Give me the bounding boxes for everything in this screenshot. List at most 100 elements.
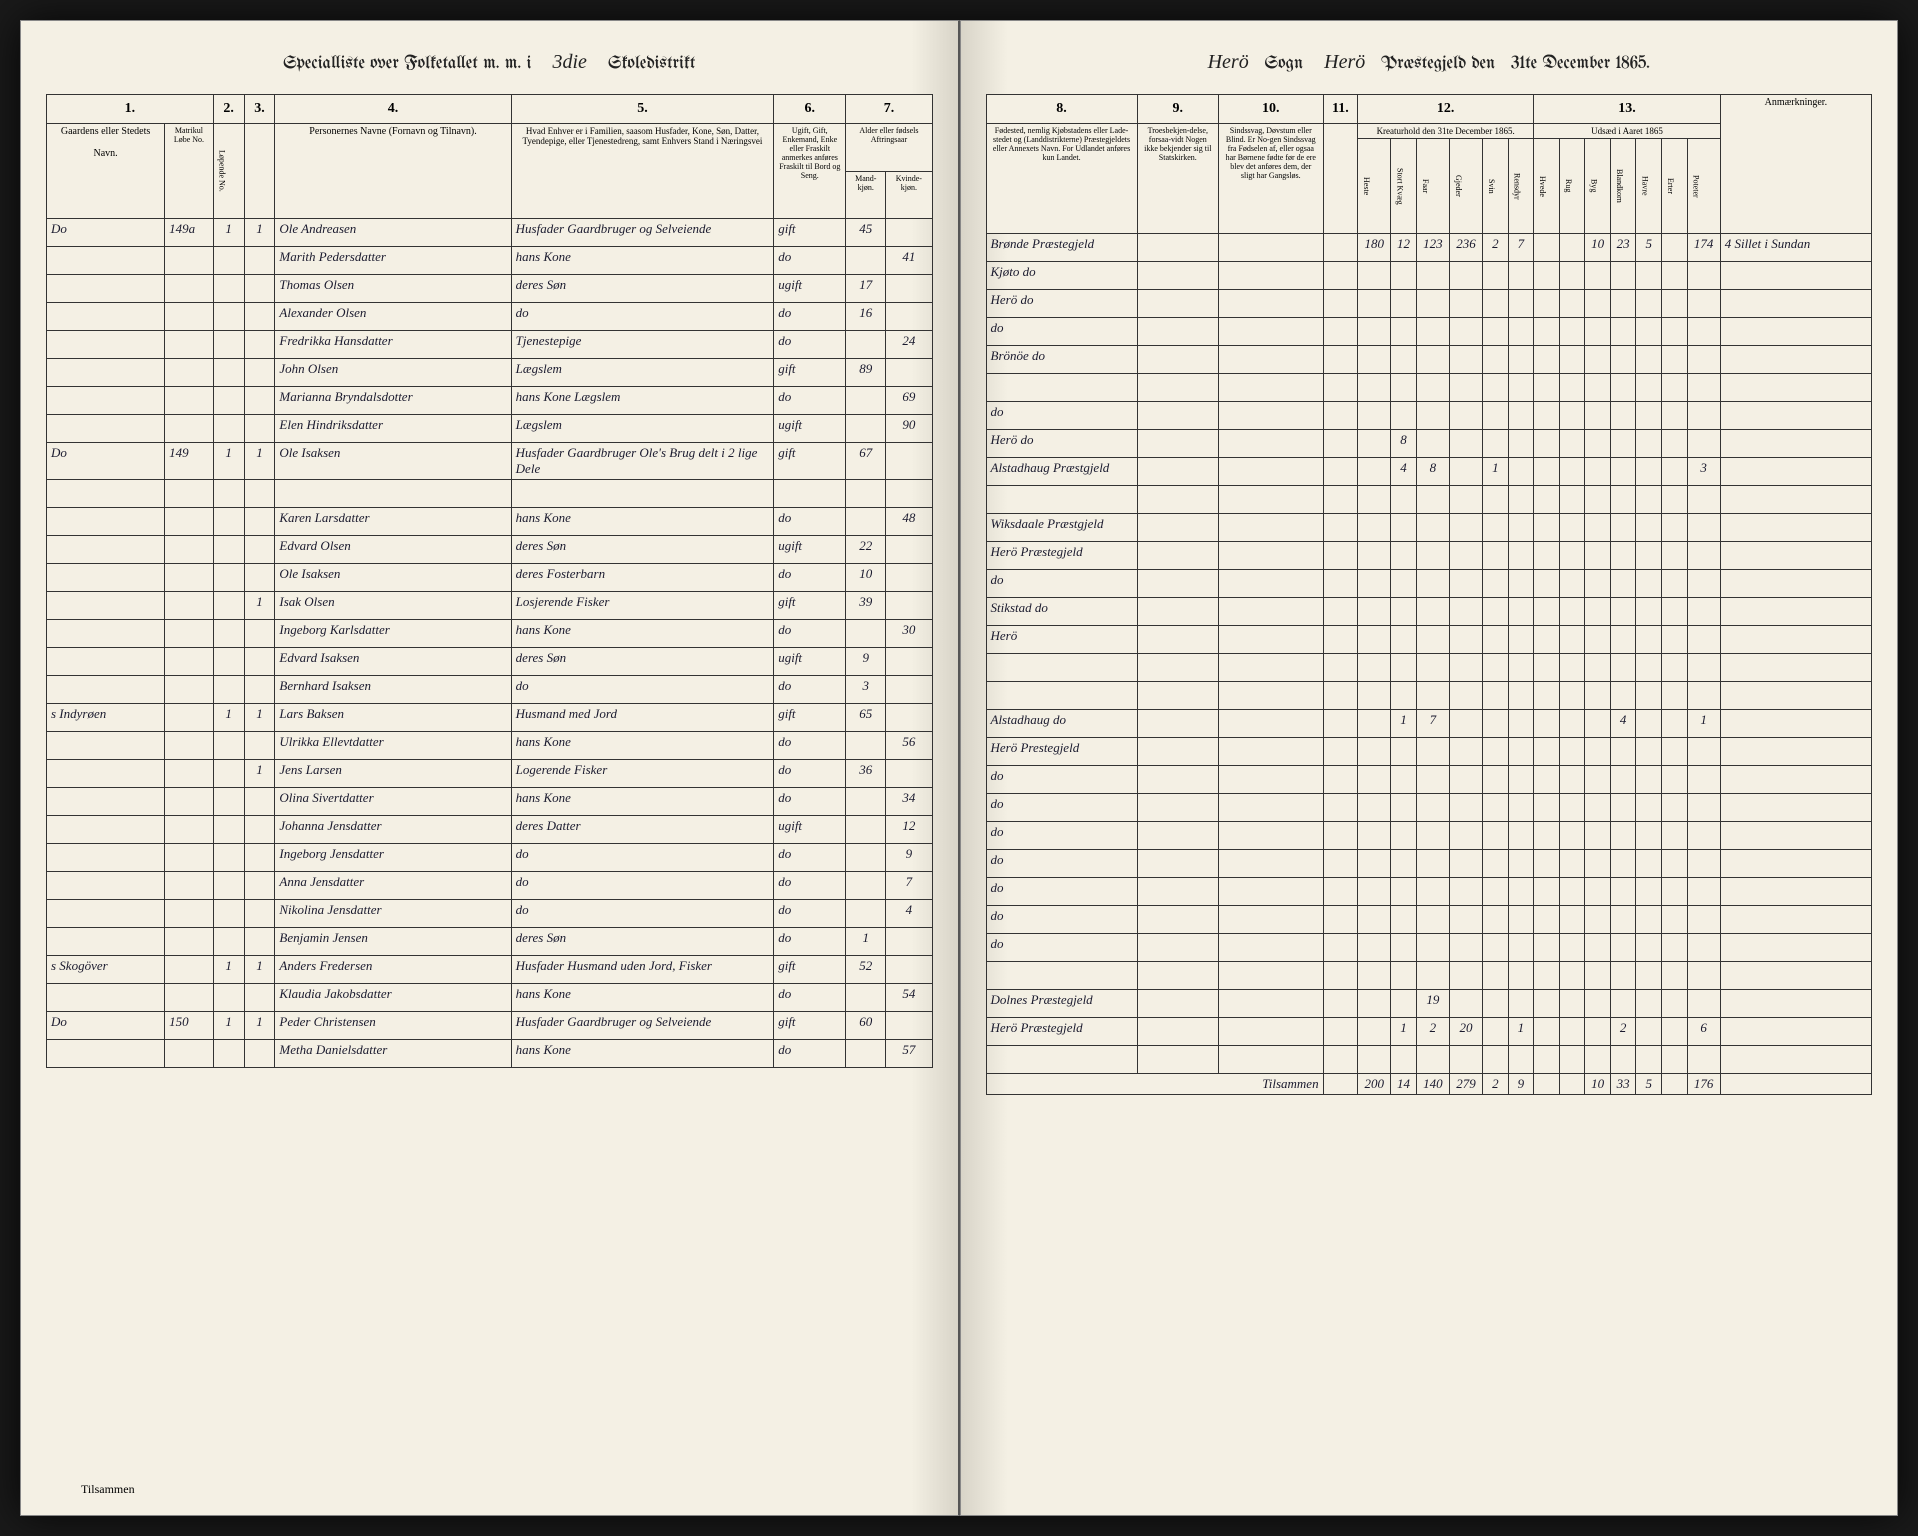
rug-cell [1559, 1018, 1585, 1046]
place-cell [47, 1040, 165, 1068]
faith-cell [1137, 822, 1218, 850]
byg-cell [1585, 290, 1611, 318]
place-cell [47, 760, 165, 788]
havre-cell [1636, 766, 1662, 794]
table-row: Edvard Olsen deres Søn ugift 22 [47, 536, 933, 564]
age-f-cell [886, 480, 932, 508]
name-cell: Ulrikka Ellevtdatter [275, 732, 511, 760]
disability-cell [1218, 822, 1323, 850]
name-cell: Lars Baksen [275, 704, 511, 732]
right-table: 8. 9. 10. 11. 12. 13. Anmærkninger. Føde… [986, 94, 1873, 1095]
census-book: Specialliste over Folketallet m. m. i 3d… [20, 20, 1898, 1516]
notes-cell [1720, 430, 1871, 458]
erter-cell [1662, 710, 1688, 738]
rug-cell [1559, 878, 1585, 906]
birthplace-cell: Kjøto do [986, 262, 1137, 290]
rug-cell [1559, 458, 1585, 486]
name-cell: Ole Isaksen [275, 564, 511, 592]
svin-cell [1483, 514, 1509, 542]
role-cell: hans Kone [511, 788, 774, 816]
name-cell: Fredrikka Hansdatter [275, 331, 511, 359]
age-f-cell [886, 928, 932, 956]
role-cell: hans Kone [511, 984, 774, 1012]
disability-cell [1218, 486, 1323, 514]
kvaeg-cell [1391, 346, 1417, 374]
c11-cell [1323, 1018, 1358, 1046]
c11-cell [1323, 430, 1358, 458]
disability-cell [1218, 710, 1323, 738]
table-row: 1 Jens Larsen Logerende Fisker do 36 [47, 760, 933, 788]
name-cell: Klaudia Jakobsdatter [275, 984, 511, 1012]
num-cell: 1 [213, 704, 244, 732]
table-row [986, 962, 1872, 990]
sogn-label: Sogn [1265, 54, 1304, 73]
age-f-cell: 24 [886, 331, 932, 359]
kvaeg-cell: 1 [1391, 1018, 1417, 1046]
age-f-cell [886, 704, 932, 732]
bland-cell [1610, 738, 1636, 766]
c11-cell [1323, 934, 1358, 962]
num2-cell [244, 900, 275, 928]
num2-cell [244, 415, 275, 443]
left-header: Specialliste over Folketallet m. m. i 3d… [46, 51, 933, 74]
svin-cell: 2 [1483, 234, 1509, 262]
faar-cell [1416, 962, 1449, 990]
age-m-cell: 65 [846, 704, 886, 732]
table-row: do [986, 850, 1872, 878]
notes-cell [1720, 402, 1871, 430]
gjeder-cell [1449, 850, 1482, 878]
h8: Fødested, nemlig Kjøbstadens eller Lade-… [986, 124, 1137, 234]
mat-cell: 149a [165, 219, 214, 247]
role-cell: Tjenestepige [511, 331, 774, 359]
bland-cell [1610, 570, 1636, 598]
age-m-cell [846, 872, 886, 900]
h6: Ugift, Gift, Enkemand, Enke eller Fraski… [774, 124, 846, 219]
heste-cell [1358, 850, 1391, 878]
faith-cell [1137, 738, 1218, 766]
havre-cell [1636, 654, 1662, 682]
num-cell [213, 275, 244, 303]
byg-cell [1585, 990, 1611, 1018]
havre-cell [1636, 822, 1662, 850]
byg-cell: 10 [1585, 234, 1611, 262]
mat-cell [165, 760, 214, 788]
num2-cell [244, 508, 275, 536]
disability-cell [1218, 990, 1323, 1018]
name-cell: Peder Christensen [275, 1012, 511, 1040]
svin-cell [1483, 542, 1509, 570]
notes-cell [1720, 346, 1871, 374]
mat-cell [165, 508, 214, 536]
age-m-cell [846, 1040, 886, 1068]
age-m-cell [846, 732, 886, 760]
age-f-cell: 57 [886, 1040, 932, 1068]
poteter-cell [1687, 906, 1720, 934]
faar-cell [1416, 318, 1449, 346]
rug-cell [1559, 430, 1585, 458]
gjeder-cell [1449, 962, 1482, 990]
place-cell [47, 415, 165, 443]
age-f-cell: 34 [886, 788, 932, 816]
name-cell: Olina Sivertdatter [275, 788, 511, 816]
status-cell: do [774, 331, 846, 359]
gjeder-cell [1449, 738, 1482, 766]
right-page: Herö Sogn Herö Præstegjeld den 31te Dece… [960, 20, 1899, 1516]
age-f-cell [886, 536, 932, 564]
age-f-cell: 48 [886, 508, 932, 536]
name-cell: Anna Jensdatter [275, 872, 511, 900]
hvede-cell [1534, 794, 1560, 822]
kvaeg-cell: 4 [1391, 458, 1417, 486]
totals-cell: 2 [1483, 1074, 1509, 1095]
notes-cell [1720, 766, 1871, 794]
disability-cell [1218, 290, 1323, 318]
mat-cell [165, 415, 214, 443]
faar-cell [1416, 346, 1449, 374]
faar-cell [1416, 878, 1449, 906]
age-m-cell [846, 480, 886, 508]
rug-cell [1559, 374, 1585, 402]
age-m-cell [846, 415, 886, 443]
birthplace-cell: Alstadhaug do [986, 710, 1137, 738]
faith-cell [1137, 458, 1218, 486]
notes-cell [1720, 598, 1871, 626]
table-row: Kjøto do [986, 262, 1872, 290]
col4-num: 4. [275, 95, 511, 124]
